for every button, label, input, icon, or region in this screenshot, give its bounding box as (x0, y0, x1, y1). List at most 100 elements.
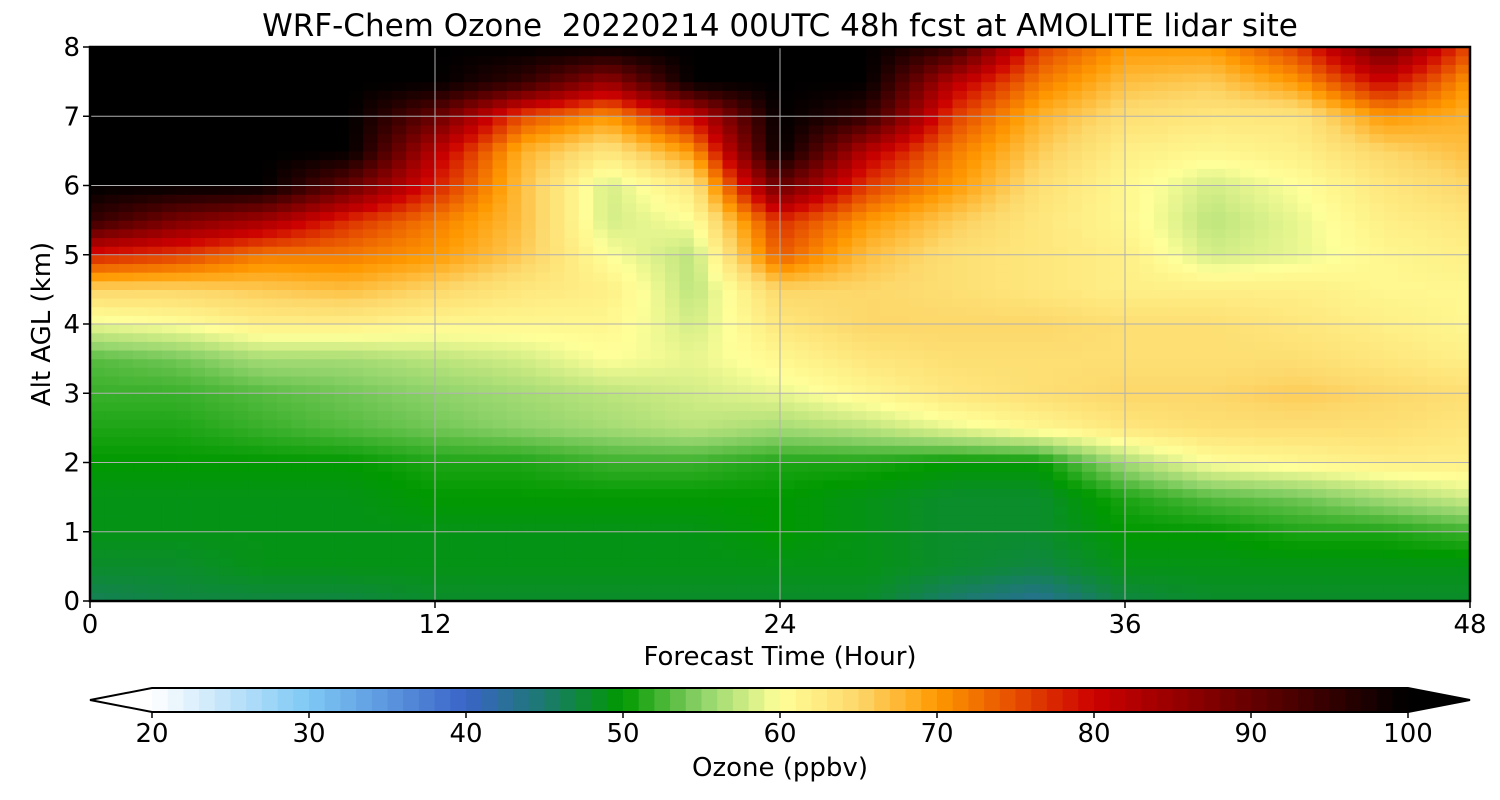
heatmap-cell (751, 575, 767, 585)
heatmap-cell (90, 471, 105, 481)
heatmap-cell (851, 531, 867, 542)
heatmap-cell (1383, 246, 1399, 256)
heatmap-cell (1067, 375, 1083, 386)
heatmap-cell (938, 315, 954, 325)
heatmap-cell (938, 514, 954, 524)
heatmap-cell (320, 401, 335, 412)
heatmap-cell (1211, 202, 1227, 213)
heatmap-cell (1426, 462, 1442, 472)
heatmap-cell (578, 471, 594, 481)
heatmap-cell (1096, 375, 1112, 386)
heatmap-cell (1182, 549, 1198, 559)
heatmap-cell (564, 540, 580, 550)
heatmap-cell (1010, 410, 1025, 420)
heatmap-cell (823, 202, 839, 213)
heatmap-cell (650, 549, 666, 559)
heatmap-cell (147, 298, 163, 308)
heatmap-cell (1096, 332, 1112, 342)
heatmap-cell (161, 436, 177, 446)
heatmap-cell (334, 150, 350, 161)
heatmap-cell (104, 583, 120, 593)
heatmap-cell (952, 254, 968, 265)
heatmap-cell (118, 436, 134, 446)
heatmap-cell (161, 272, 177, 282)
heatmap-cell (320, 280, 335, 290)
heatmap-cell (1225, 246, 1241, 256)
heatmap-cell (1455, 228, 1470, 239)
heatmap-cell (435, 566, 450, 576)
heatmap-cell (1369, 523, 1385, 533)
heatmap-cell (118, 419, 134, 429)
heatmap-cell (449, 298, 465, 308)
heatmap-cell (837, 272, 853, 282)
heatmap-cell (406, 246, 422, 256)
heatmap-cell (1369, 332, 1385, 342)
heatmap-cell (90, 393, 105, 403)
heatmap-cell (449, 315, 465, 325)
heatmap-cell (736, 168, 752, 178)
heatmap-cell (90, 272, 105, 282)
heatmap-cell (808, 367, 824, 377)
heatmap-cell (363, 557, 379, 567)
heatmap-cell (1369, 176, 1385, 187)
heatmap-cell (391, 419, 407, 429)
heatmap-cell (736, 324, 752, 334)
heatmap-cell (1398, 401, 1414, 412)
heatmap-cell (1010, 505, 1025, 516)
heatmap-cell (1125, 367, 1140, 377)
heatmap-cell (794, 150, 810, 161)
heatmap-cell (1139, 479, 1155, 490)
heatmap-cell (147, 497, 163, 507)
heatmap-cell (420, 176, 436, 187)
heatmap-cell (923, 575, 939, 585)
heatmap-cell (449, 194, 465, 204)
heatmap-cell (161, 237, 177, 247)
heatmap-cell (564, 220, 580, 230)
heatmap-cell (291, 228, 307, 239)
heatmap-cell (449, 497, 465, 507)
heatmap-cell (909, 419, 925, 429)
heatmap-cell (736, 410, 752, 420)
heatmap-cell (248, 566, 264, 576)
heatmap-cell (147, 358, 163, 368)
heatmap-cell (348, 375, 364, 386)
heatmap-cell (1311, 497, 1327, 507)
heatmap-cell (535, 194, 551, 204)
heatmap-cell (679, 384, 695, 394)
heatmap-cell (1153, 523, 1169, 533)
heatmap-cell (780, 298, 795, 308)
heatmap-cell (262, 332, 278, 342)
heatmap-cell (895, 410, 910, 420)
heatmap-cell (938, 185, 954, 195)
heatmap-cell (478, 159, 494, 169)
heatmap-cell (1297, 211, 1313, 221)
heatmap-cell (1010, 427, 1025, 438)
heatmap-cell (909, 202, 925, 213)
heatmap-cell (1053, 479, 1069, 490)
heatmap-cell (1268, 263, 1284, 273)
heatmap-cell (765, 393, 781, 403)
heatmap-cell (1311, 523, 1327, 533)
heatmap-cell (1369, 375, 1385, 386)
heatmap-cell (995, 393, 1011, 403)
heatmap-cell (435, 341, 450, 351)
heatmap-cell (1168, 592, 1184, 601)
heatmap-cell (133, 211, 149, 221)
heatmap-cell (751, 479, 767, 490)
heatmap-cell (722, 263, 738, 273)
heatmap-cell (205, 427, 220, 438)
heatmap-cell (1139, 150, 1155, 161)
heatmap-cell (1125, 479, 1140, 490)
heatmap-cell (1067, 332, 1083, 342)
heatmap-cell (1455, 549, 1470, 559)
heatmap-cell (1412, 202, 1428, 213)
heatmap-cell (305, 505, 321, 516)
heatmap-cell (765, 471, 781, 481)
heatmap-cell (1412, 150, 1428, 161)
heatmap-cell (823, 531, 839, 542)
heatmap-cell (607, 453, 623, 464)
heatmap-cell (377, 272, 393, 282)
heatmap-cell (262, 462, 278, 472)
heatmap-cell (478, 341, 494, 351)
heatmap-cell (535, 202, 551, 213)
